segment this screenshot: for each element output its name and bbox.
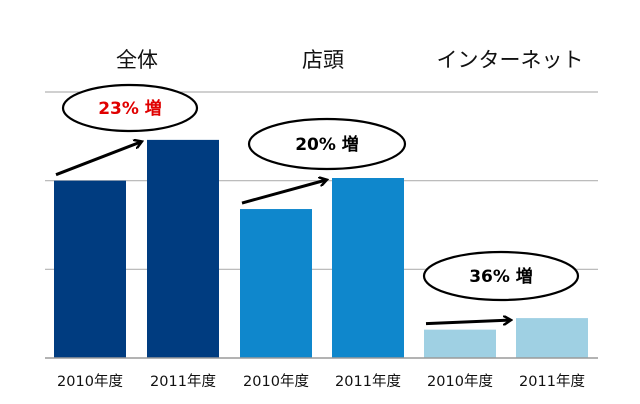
bar (147, 139, 219, 358)
group-label: 店頭 (302, 48, 344, 72)
category-label: 2010年度 (427, 373, 493, 390)
category-label: 2010年度 (243, 373, 309, 390)
bar (516, 318, 588, 358)
annotation-ellipse (247, 117, 407, 171)
growth-annotation: 20% 増 (295, 134, 359, 155)
growth-annotation: 23% 増 (98, 98, 162, 119)
category-label: 2011年度 (335, 373, 401, 390)
annotation-ellipse (422, 250, 580, 302)
bar (240, 209, 312, 358)
bar (54, 180, 126, 358)
annotation-ellipse (61, 83, 199, 133)
bar (424, 329, 496, 358)
growth-arrow (241, 180, 326, 205)
bar (332, 178, 404, 358)
group-label: 全体 (116, 48, 158, 72)
growth-arrow (425, 320, 510, 324)
growth-annotation: 36% 増 (469, 266, 533, 287)
category-label: 2011年度 (150, 373, 216, 390)
growth-arrow (55, 142, 141, 177)
category-label: 2010年度 (57, 373, 123, 390)
category-label: 2011年度 (519, 373, 585, 390)
group-label: インターネット (437, 48, 584, 72)
